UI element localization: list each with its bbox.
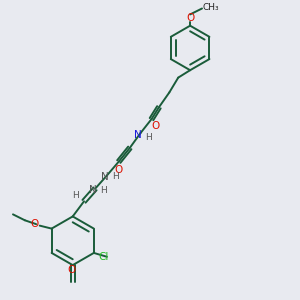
Text: O: O (152, 121, 160, 131)
Text: H: H (146, 133, 152, 142)
Text: CH₃: CH₃ (202, 2, 219, 11)
Text: H: H (100, 186, 107, 195)
Text: O: O (114, 165, 122, 175)
Text: O: O (67, 266, 75, 275)
Text: N: N (134, 130, 142, 140)
Text: O: O (186, 13, 194, 23)
Text: H: H (72, 191, 79, 200)
Text: O: O (31, 219, 39, 229)
Text: N: N (100, 172, 108, 182)
Text: N: N (89, 185, 97, 195)
Text: H: H (112, 172, 119, 182)
Text: Cl: Cl (99, 252, 109, 262)
